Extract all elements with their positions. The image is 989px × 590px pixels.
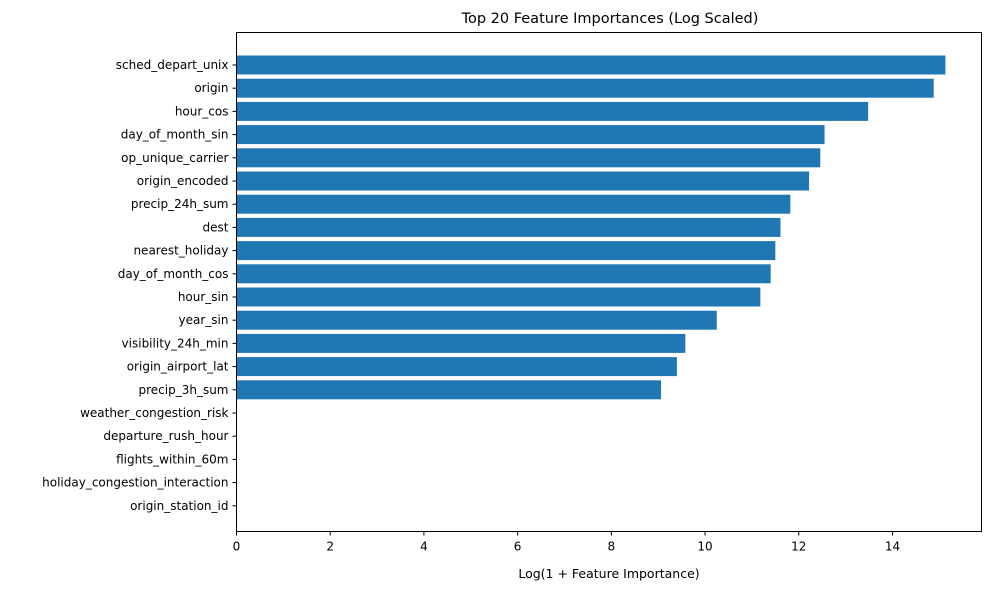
x-axis-label: Log(1 + Feature Importance)	[518, 566, 699, 581]
x-axis-ticks: 0 2 4 6 8 10 12 14	[233, 531, 900, 554]
x-tick-label: 10	[697, 540, 712, 554]
y-tick-label: op_unique_carrier	[121, 151, 228, 165]
y-tick-label: visibility_24h_min	[122, 336, 229, 350]
x-tick-label: 14	[885, 540, 900, 554]
bar-dest	[236, 217, 781, 237]
bar-visibility-24h-min	[236, 333, 686, 353]
bar-origin-airport-lat	[236, 357, 677, 377]
plot-frame	[236, 32, 982, 532]
bar-origin-encoded	[236, 171, 810, 191]
y-tick-label: weather_congestion_risk	[80, 406, 228, 420]
bars-group	[236, 55, 946, 400]
x-tick-label: 12	[791, 540, 806, 554]
bar-origin	[236, 78, 934, 98]
bar-hour-cos	[236, 101, 869, 121]
bar-day-of-month-cos	[236, 264, 771, 284]
y-tick-label: dest	[203, 220, 229, 234]
x-tick-label: 6	[514, 540, 522, 554]
y-tick-label: precip_3h_sum	[138, 383, 228, 397]
bar-sched-depart-unix	[236, 55, 946, 75]
bar-year-sin	[236, 310, 717, 330]
y-tick-label: origin_airport_lat	[127, 360, 229, 374]
y-tick-label: precip_24h_sum	[131, 197, 229, 211]
bar-precip-3h-sum	[236, 380, 662, 400]
y-tick-label: origin_encoded	[137, 174, 229, 188]
chart-title: Top 20 Feature Importances (Log Scaled)	[461, 11, 759, 27]
y-tick-label: sched_depart_unix	[116, 58, 229, 72]
bar-nearest-holiday	[236, 241, 776, 261]
x-tick-label: 2	[326, 540, 334, 554]
y-tick-label: departure_rush_hour	[103, 429, 228, 443]
x-tick-label: 0	[233, 540, 241, 554]
y-tick-label: hour_sin	[178, 290, 229, 304]
y-tick-label: holiday_congestion_interaction	[42, 476, 228, 490]
bar-hour-sin	[236, 287, 761, 307]
bar-precip-24h-sum	[236, 194, 791, 214]
y-tick-label: hour_cos	[175, 104, 229, 118]
bar-op-unique-carrier	[236, 148, 821, 168]
bar-day-of-month-sin	[236, 125, 825, 145]
y-tick-label: origin_station_id	[130, 499, 228, 513]
y-tick-label: year_sin	[179, 313, 229, 327]
y-tick-label: flights_within_60m	[116, 452, 228, 466]
x-tick-label: 4	[420, 540, 428, 554]
y-tick-label: day_of_month_sin	[121, 128, 229, 142]
x-tick-label: 8	[608, 540, 616, 554]
y-tick-label: day_of_month_cos	[118, 267, 229, 281]
y-tick-label: origin	[194, 81, 228, 95]
y-tick-label: nearest_holiday	[133, 244, 228, 258]
